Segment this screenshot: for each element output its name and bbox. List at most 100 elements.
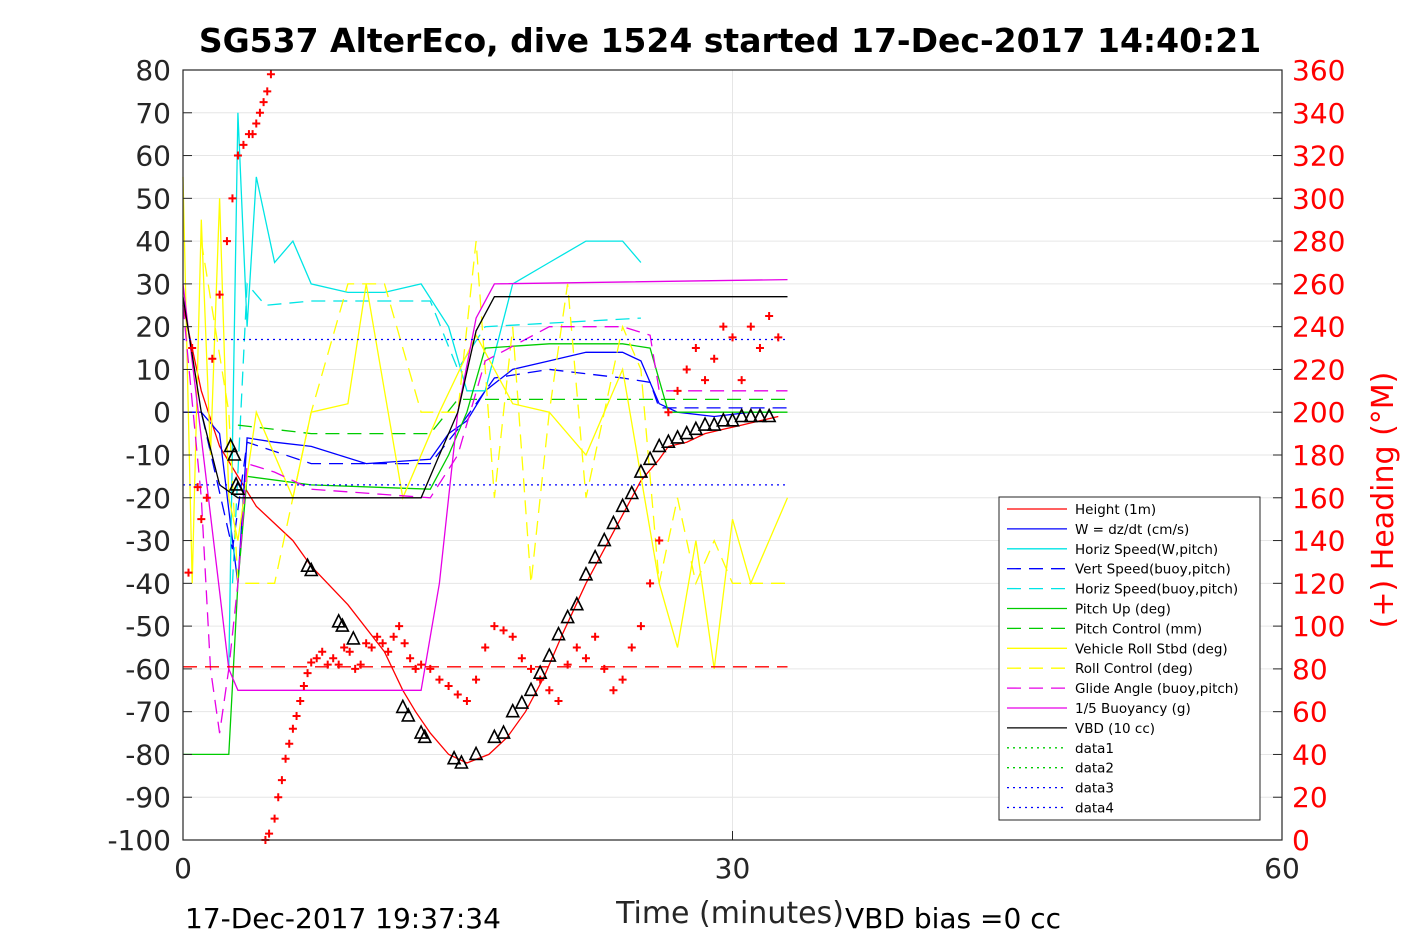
heading-point [215, 290, 224, 299]
heading-point [536, 675, 545, 684]
y-tick-label: 40 [135, 225, 171, 258]
vbd-marker [752, 407, 768, 423]
vbd-marker [230, 480, 246, 496]
legend-entry: data3 [1075, 781, 1114, 797]
heading-point [508, 632, 517, 641]
legend-entry: Glide Angle (buoy,pitch) [1075, 681, 1239, 697]
vbd-marker [454, 754, 469, 769]
legend-entry: Pitch Up (deg) [1075, 602, 1171, 618]
heading-point [406, 654, 415, 663]
heading-point [285, 739, 294, 748]
series-horiz-speed-w-pitch- [228, 112, 642, 669]
vbd-marker [633, 463, 649, 478]
vbd-marker [697, 416, 713, 431]
heading-point [517, 654, 526, 663]
tick-labels: 80706050403020100-10-20-30-40-50-60-70-8… [107, 54, 1345, 885]
vbd-marker [226, 446, 242, 461]
heading-point [323, 660, 332, 669]
heading-point [701, 376, 710, 385]
vbd-marker [395, 698, 411, 714]
heading-point [655, 536, 664, 545]
heading-point [367, 643, 376, 652]
vbd-marker [514, 694, 530, 709]
vbd-marker [743, 407, 759, 423]
heading-point [499, 626, 508, 635]
heading-point [444, 682, 453, 690]
heading-point [673, 386, 682, 395]
heading-point [472, 675, 481, 684]
heading-point [646, 579, 655, 588]
legend-entry: Vehicle Roll Stbd (deg) [1075, 641, 1228, 657]
legend-entry: data4 [1075, 801, 1114, 817]
vbd-marker [642, 450, 658, 466]
y2-tick-label: 100 [1292, 610, 1345, 643]
vbd-marker [487, 728, 502, 744]
y2-tick-label: 0 [1292, 824, 1310, 857]
y-tick-label: 50 [135, 182, 171, 215]
heading-point [490, 622, 499, 631]
vbd-marker [417, 728, 433, 744]
heading-point [228, 194, 237, 203]
y-tick-label: 20 [135, 311, 171, 344]
y2-tick-label: 140 [1292, 525, 1345, 558]
y-tick-label: -40 [125, 567, 171, 600]
legend-entry: Horiz Speed(W,pitch) [1075, 542, 1218, 558]
y2-tick-label: 300 [1292, 182, 1345, 215]
heading-point [356, 660, 365, 669]
heading-point [197, 515, 206, 524]
series-vbd-10-cc- [182, 296, 788, 499]
vbd-marker [551, 625, 566, 641]
y2-tick-label: 280 [1292, 225, 1345, 258]
y-tick-label: -80 [125, 738, 171, 771]
markers [184, 70, 783, 844]
heading-point [453, 690, 462, 699]
legend-box [998, 496, 1261, 821]
series-pitch-control-mm- [237, 398, 788, 435]
vbd-marker [523, 681, 539, 697]
series-glide-angle-buoy-pitch- [182, 305, 788, 734]
y-tick-label: 70 [135, 97, 171, 130]
y-tick-label: -70 [125, 696, 171, 729]
heading-point [600, 664, 609, 673]
y2-tick-label: 20 [1292, 781, 1328, 814]
y2-tick-label: 320 [1292, 140, 1345, 173]
heading-point [263, 87, 272, 96]
footer-timestamp: 17-Dec-2017 19:37:34 [185, 902, 501, 935]
vbd-marker [401, 707, 416, 722]
heading-point [411, 664, 420, 673]
vbd-marker [670, 429, 685, 444]
vbd-marker [542, 647, 557, 662]
vbd-marker [706, 416, 722, 431]
y-tick-label: -100 [107, 824, 171, 857]
vbd-marker [223, 437, 238, 453]
heading-point [208, 354, 217, 363]
vbd-marker [468, 745, 484, 761]
y2-tick-label: 80 [1292, 653, 1328, 686]
series-vehicle-roll-stbd-deg- [182, 176, 789, 669]
heading-point [248, 130, 257, 139]
legend-entry: data1 [1075, 741, 1114, 757]
series-vert-speed-buoy-pitch- [183, 368, 788, 550]
heading-point [572, 643, 581, 652]
series-1-5-buoyancy-g- [182, 278, 788, 691]
vbd-marker [615, 497, 630, 513]
vbd-marker [560, 608, 575, 624]
heading-point [591, 632, 600, 641]
heading-point [462, 696, 471, 705]
heading-point [682, 365, 691, 374]
legend-entry: data2 [1075, 761, 1114, 777]
vbd-marker [578, 565, 594, 581]
y2-tick-label: 340 [1292, 97, 1345, 130]
y2-tick-label: 180 [1292, 439, 1345, 472]
heading-point [239, 140, 248, 149]
vbd-marker [532, 664, 548, 679]
y2-axis-label: (+) Heading (°M) [1366, 372, 1401, 629]
heading-point [545, 686, 554, 695]
vbd-marker [661, 433, 676, 448]
y-tick-label: 60 [135, 140, 171, 173]
x-tick-label: 30 [715, 852, 751, 885]
vbd-marker [606, 514, 621, 530]
heading-point [259, 98, 268, 107]
heading-point [435, 675, 444, 684]
heading-point [664, 408, 673, 417]
